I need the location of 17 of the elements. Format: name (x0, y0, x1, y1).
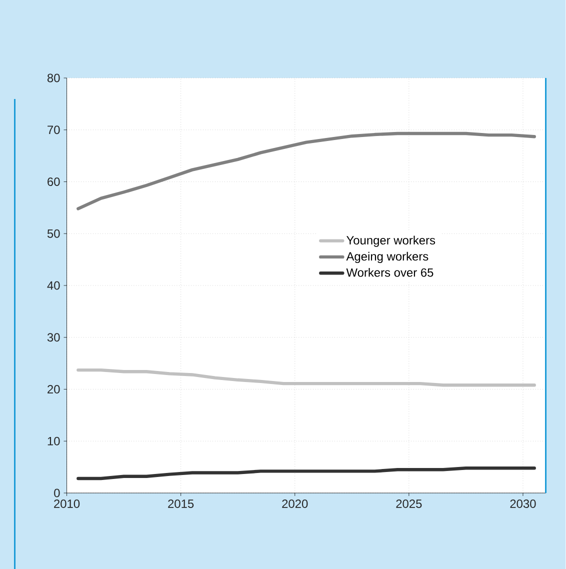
y-tick-label: 80 (48, 74, 60, 82)
y-tick-label: 10 (48, 436, 60, 446)
x-tick-label: 2030 (510, 500, 536, 508)
legend-label: Workers over 65 (346, 268, 434, 277)
x-tick-label: 2025 (396, 500, 422, 508)
y-tick-label: 30 (48, 333, 60, 342)
legend-label: Ageing workers (346, 252, 428, 264)
y-tick-label: 50 (48, 229, 60, 238)
y-tick-label: 70 (48, 126, 60, 134)
y-tick-label: 60 (48, 178, 60, 186)
x-tick-label: 2010 (54, 500, 80, 508)
y-tick-label: 0 (54, 488, 60, 498)
y-tick-label: 20 (48, 385, 60, 394)
x-tick-label: 2020 (282, 500, 308, 508)
y-tick-label: 40 (47, 281, 60, 290)
x-tick-label: 2015 (168, 500, 194, 508)
legend-label: Younger workers (346, 236, 436, 247)
